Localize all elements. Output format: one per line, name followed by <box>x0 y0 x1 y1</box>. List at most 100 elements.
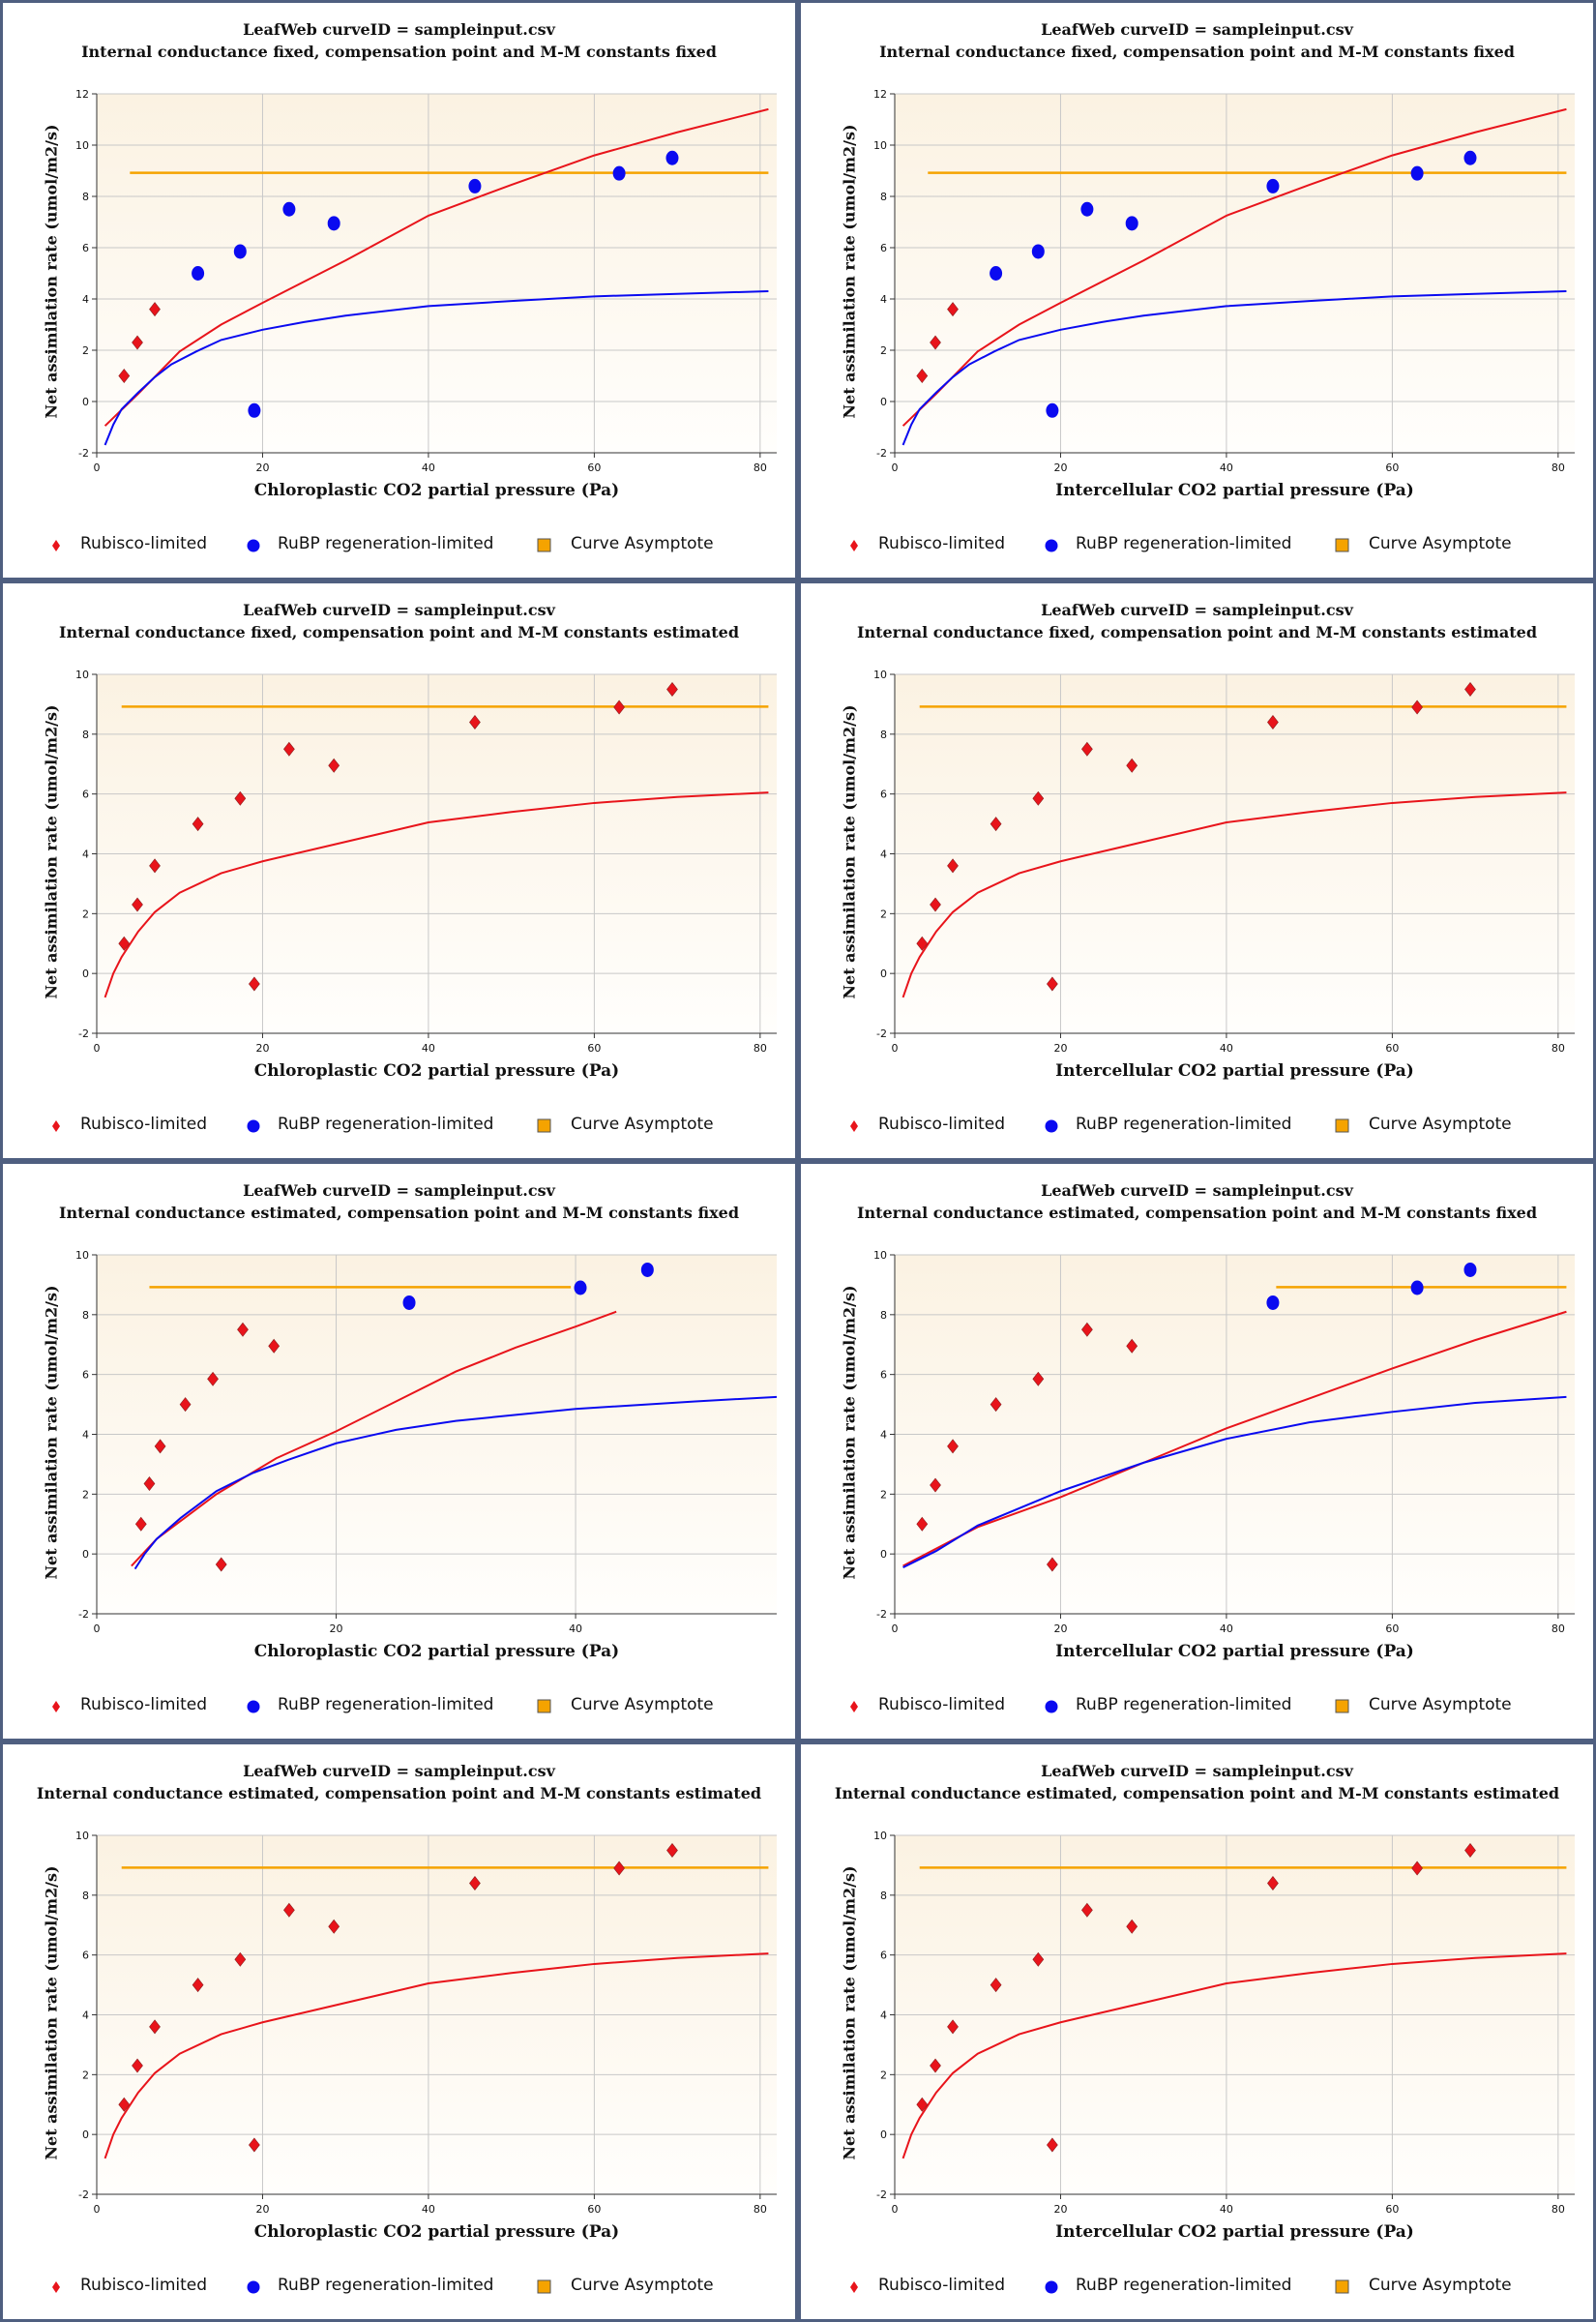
y-tick-label: 6 <box>82 1369 89 1382</box>
rubisco-point <box>207 1371 219 1386</box>
asymptote-legend-label: Curve Asymptote <box>571 2276 714 2295</box>
y-tick-label: 4 <box>82 1429 89 1442</box>
rubp-legend-label: RuBP regeneration-limited <box>278 534 494 553</box>
rubp-point <box>574 1280 587 1295</box>
asymptote-legend-label: Curve Asymptote <box>1369 1115 1512 1134</box>
rubp-point <box>327 216 340 231</box>
x-tick-label: 20 <box>255 1042 269 1055</box>
rubisco-point <box>947 2019 959 2035</box>
rubp-curve <box>133 1395 777 1570</box>
y-tick-label: 8 <box>880 729 887 741</box>
y-tick-label: 12 <box>75 88 89 101</box>
x-tick-label: 0 <box>892 1622 899 1635</box>
chart-subtitle: Internal conductance fixed, compensation… <box>58 623 740 641</box>
rubisco-point <box>283 1902 295 1918</box>
y-tick-label: -2 <box>876 2188 887 2201</box>
rubp-curve <box>902 1395 1567 1568</box>
rubisco-point <box>990 817 1002 832</box>
rubp-point <box>233 244 247 259</box>
rubisco-point <box>1047 2137 1058 2153</box>
plot-area: -2 0 2 4 6 8 10 0 20 40 60 80 <box>75 1830 777 2216</box>
rubisco-point <box>947 1439 959 1454</box>
x-tick-label: 80 <box>1552 461 1565 474</box>
asymptote-legend-icon <box>537 2279 551 2294</box>
x-tick-label: 20 <box>1053 461 1067 474</box>
rubisco-point <box>179 1397 192 1413</box>
y-tick-label: -2 <box>78 2188 89 2201</box>
rubisco-curve <box>901 791 1567 998</box>
rubisco-point <box>1032 1951 1045 1967</box>
y-tick-label: 4 <box>82 848 89 861</box>
asymptote-legend-label: Curve Asymptote <box>571 534 714 553</box>
chart-panel: LeafWeb curveID = sampleinput.csv Interna… <box>798 0 1596 580</box>
asymptote-legend-icon <box>1335 1118 1349 1133</box>
x-tick-label: 60 <box>1385 1042 1399 1055</box>
rubisco-point <box>916 2097 929 2112</box>
x-tick-label: 20 <box>1053 1042 1067 1055</box>
rubisco-point <box>328 758 340 773</box>
rubp-legend-label: RuBP regeneration-limited <box>278 1695 494 1714</box>
x-tick-label: 60 <box>587 461 601 474</box>
rubp-legend-icon <box>1045 1700 1058 1713</box>
x-tick-label: 40 <box>422 1042 435 1055</box>
y-tick-label: 0 <box>82 396 89 408</box>
rubisco-point <box>666 1842 678 1858</box>
x-axis-label: Intercellular CO2 partial pressure (Pa) <box>1055 481 1414 500</box>
y-tick-label: 10 <box>873 139 887 152</box>
y-tick-label: 8 <box>880 1890 887 1902</box>
rubisco-point <box>132 897 143 912</box>
rubisco-point <box>990 1397 1002 1413</box>
y-tick-label: 0 <box>880 2128 887 2141</box>
y-tick-label: 10 <box>75 139 89 152</box>
rubisco-curve <box>103 791 769 998</box>
rubp-legend-icon <box>247 1119 260 1133</box>
rubisco-legend-label: Rubisco-limited <box>878 534 1006 553</box>
x-tick-label: 40 <box>569 1622 582 1635</box>
y-tick-label: -2 <box>876 1027 887 1040</box>
rubisco-point <box>916 936 929 951</box>
rubp-legend-label: RuBP regeneration-limited <box>1076 1695 1292 1714</box>
rubp-point <box>1266 1295 1280 1310</box>
y-tick-label: 6 <box>880 1950 887 1962</box>
x-tick-label: 20 <box>1053 1622 1067 1635</box>
asymptote-legend-label: Curve Asymptote <box>571 1695 714 1714</box>
rubisco-point <box>930 897 941 912</box>
rubisco-point <box>149 2019 161 2035</box>
y-tick-label: 8 <box>880 1309 887 1322</box>
y-tick-label: 12 <box>873 88 887 101</box>
chart-panel: LeafWeb curveID = sampleinput.csv Interna… <box>0 0 798 580</box>
plot-area: -2 0 2 4 6 8 10 0 20 40 60 80 <box>873 669 1575 1055</box>
y-tick-label: 0 <box>880 396 887 408</box>
rubisco-point <box>132 2058 143 2073</box>
y-tick-label: 0 <box>880 1548 887 1561</box>
rubisco-point <box>118 2097 131 2112</box>
rubp-curve <box>103 290 769 446</box>
rubp-legend-label: RuBP regeneration-limited <box>1076 2276 1292 2295</box>
y-tick-label: 6 <box>82 789 89 801</box>
rubp-point <box>1410 1280 1424 1295</box>
rubisco-point <box>613 700 625 715</box>
rubisco-legend-icon <box>52 1120 60 1132</box>
rubisco-point <box>613 1861 625 1876</box>
rubisco-point <box>1267 714 1279 729</box>
x-axis-label: Intercellular CO2 partial pressure (Pa) <box>1055 1642 1414 1661</box>
rubisco-point <box>947 302 959 317</box>
rubisco-point <box>916 1516 929 1532</box>
rubisco-curve <box>131 1310 617 1567</box>
chart-subtitle: Internal conductance estimated, compensa… <box>58 1204 740 1222</box>
rubisco-legend-label: Rubisco-limited <box>878 1115 1006 1134</box>
x-tick-label: 20 <box>255 461 269 474</box>
rubisco-point <box>1081 1902 1093 1918</box>
y-tick-label: 0 <box>82 2128 89 2141</box>
y-tick-label: 4 <box>880 2009 887 2022</box>
y-tick-label: 8 <box>82 191 89 203</box>
rubisco-curve <box>901 107 1567 427</box>
plot-area: -2 0 2 4 6 8 10 0 20 40 <box>75 1249 777 1635</box>
y-tick-label: -2 <box>876 1608 887 1621</box>
x-tick-label: 0 <box>94 461 101 474</box>
y-tick-label: 10 <box>75 669 89 681</box>
rubisco-legend-label: Rubisco-limited <box>80 1695 208 1714</box>
asymptote-legend-label: Curve Asymptote <box>1369 2276 1512 2295</box>
rubp-legend-label: RuBP regeneration-limited <box>1076 534 1292 553</box>
